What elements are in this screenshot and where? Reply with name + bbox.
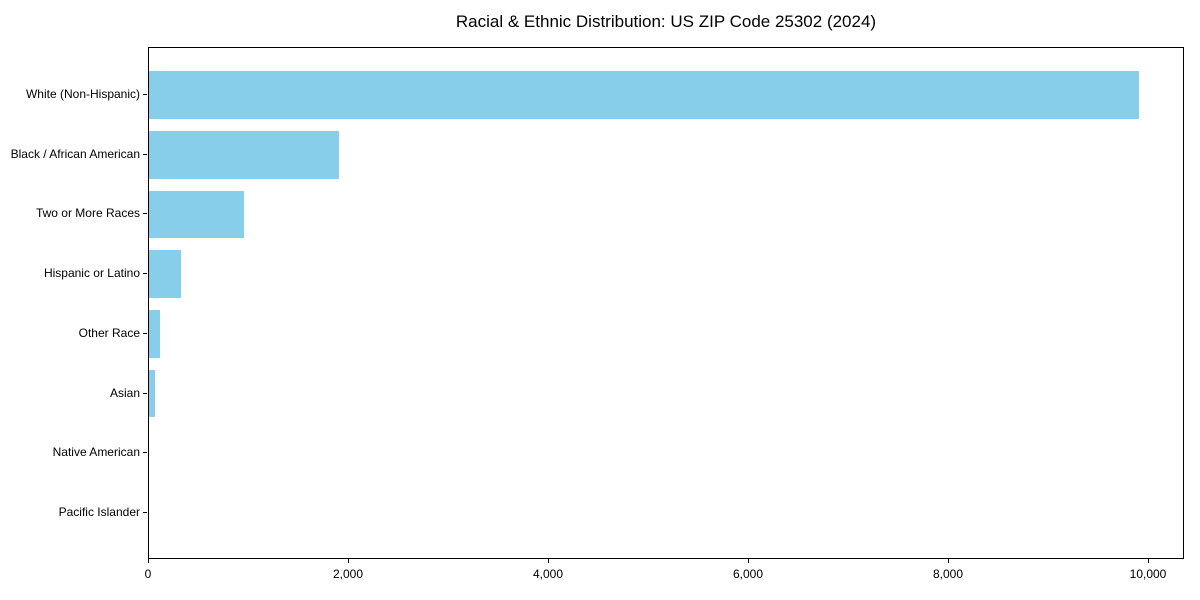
x-tick-label: 0 [144, 567, 152, 581]
x-tick-label: 2,000 [332, 567, 364, 581]
bar-asian [149, 369, 155, 418]
y-tick-label: Asian [109, 385, 140, 400]
y-tick-mark [143, 153, 147, 155]
bar-hispanic-or-latino [149, 250, 181, 299]
x-tick-mark [948, 559, 949, 563]
y-tick-label: Other Race [78, 325, 140, 340]
y-tick-mark [143, 213, 147, 215]
y-tick-label: Hispanic or Latino [43, 266, 140, 281]
x-tick-mark [348, 559, 349, 563]
bar-two-or-more-races [149, 190, 244, 239]
y-tick-label: Native American [52, 445, 140, 460]
y-tick-mark [143, 273, 147, 275]
bar-black-african-american [149, 130, 339, 179]
y-tick-mark [143, 332, 147, 334]
x-tick-label: 6,000 [732, 567, 764, 581]
y-tick-mark [143, 511, 147, 513]
bar-other-race [149, 309, 160, 358]
y-tick-label: Black / African American [10, 146, 140, 161]
chart-title: Racial & Ethnic Distribution: US ZIP Cod… [455, 12, 877, 31]
x-tick-label: 4,000 [532, 567, 564, 581]
y-tick-label: Pacific Islander [58, 504, 140, 519]
x-tick-label: 8,000 [932, 567, 964, 581]
y-tick-label: White (Non-Hispanic) [25, 87, 140, 102]
bar-white-non-hispanic [149, 71, 1139, 119]
y-tick-mark [143, 94, 147, 96]
x-tick-mark [148, 559, 149, 563]
y-tick-label: Two or More Races [35, 206, 140, 221]
y-tick-mark [143, 392, 147, 394]
x-tick-mark [548, 559, 549, 563]
x-tick-mark [748, 559, 749, 563]
plot-area [148, 47, 1184, 559]
y-tick-mark [143, 452, 147, 454]
x-tick-label: 10,000 [1129, 567, 1167, 581]
x-tick-mark [1148, 559, 1149, 563]
